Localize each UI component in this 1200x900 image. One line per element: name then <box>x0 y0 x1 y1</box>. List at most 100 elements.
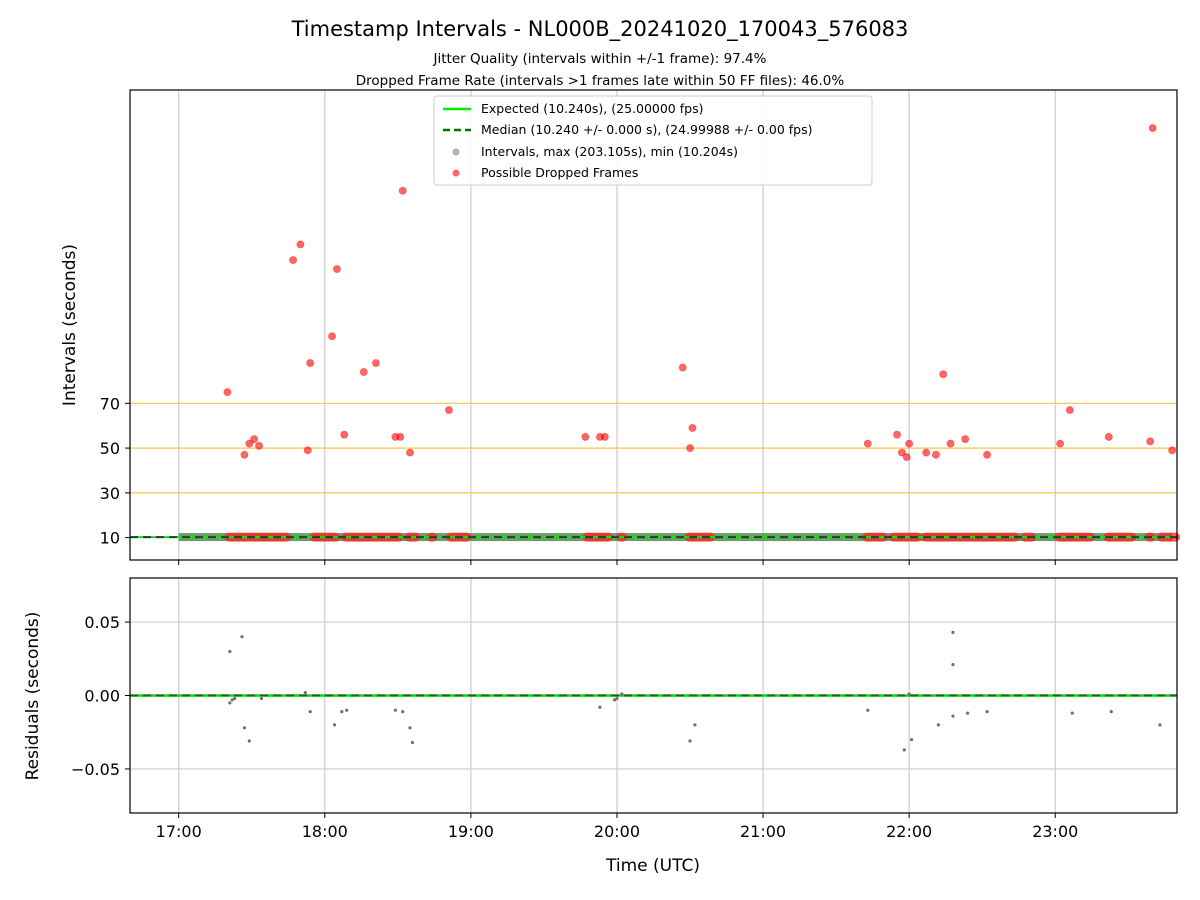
legend-median-label: Median (10.240 +/- 0.000 s), (24.99988 +… <box>481 122 812 137</box>
residual-point-26 <box>951 663 955 667</box>
residuals-xtick-label-1: 18:00 <box>302 822 348 841</box>
dropped-frames-points <box>223 124 1177 462</box>
residual-point-25 <box>951 630 955 634</box>
residuals-xtick-label-5: 22:00 <box>886 822 932 841</box>
dropped-frame-point-16 <box>398 186 407 195</box>
residual-point-31 <box>1109 710 1113 714</box>
dropped-frame-point-39 <box>1146 437 1155 446</box>
legend-intervals-label: Intervals, max (203.105s), min (10.204s) <box>481 144 738 159</box>
residuals-xtick-label-6: 23:00 <box>1032 822 1078 841</box>
residual-point-11 <box>345 708 349 712</box>
intervals-panel: 10 30 50 70 Intervals (seconds) Expected (1… <box>60 89 1180 565</box>
residual-point-19 <box>688 739 692 743</box>
residual-point-16 <box>598 705 602 709</box>
dropped-frame-point-10 <box>332 265 341 274</box>
dropped-frame-point-15 <box>396 432 405 441</box>
x-axis-label: Time (UTC) <box>605 856 700 876</box>
residual-point-35 <box>907 692 911 696</box>
dropped-frame-point-33 <box>946 439 955 448</box>
dropped-frame-point-24 <box>688 423 697 432</box>
residual-point-33 <box>303 690 307 695</box>
legend-dropped-label: Possible Dropped Frames <box>481 165 638 180</box>
dropped-frame-point-30 <box>922 448 931 457</box>
residuals-ytick-label-1: 0.00 <box>84 687 120 706</box>
residual-point-0 <box>228 649 232 654</box>
dropped-frame-point-38 <box>1104 432 1113 441</box>
residual-point-28 <box>966 711 970 715</box>
dropped-frame-point-35 <box>983 450 992 459</box>
dropped-frame-point-19 <box>581 432 590 441</box>
residual-point-12 <box>393 708 398 712</box>
intervals-ytick-label-2: 50 <box>100 439 120 458</box>
intervals-y-ticks: 10 30 50 70 <box>100 394 130 548</box>
dropped-frame-point-6 <box>296 240 305 249</box>
dropped-frame-point-8 <box>306 359 315 368</box>
legend-expected-label: Expected (10.240s), (25.00000 fps) <box>481 101 703 116</box>
dropped-frame-point-5 <box>289 256 298 265</box>
chart-title: Timestamp Intervals - NL000B_20241020_17… <box>291 17 909 42</box>
residual-point-10 <box>340 710 344 714</box>
residual-point-23 <box>909 737 914 742</box>
residual-point-27 <box>951 714 955 718</box>
residual-point-7 <box>259 696 264 701</box>
residuals-y-axis-label: Residuals (seconds) <box>23 612 43 781</box>
intervals-plot-frame <box>129 89 1178 561</box>
residual-point-24 <box>936 723 940 727</box>
residuals-xtick-label-0: 17:00 <box>156 822 202 841</box>
residual-point-18 <box>615 696 619 701</box>
residual-point-17 <box>612 698 617 702</box>
legend-box <box>433 95 873 186</box>
dropped-frame-point-23 <box>686 444 695 453</box>
residual-point-2 <box>242 726 247 730</box>
dropped-frame-point-0 <box>223 388 232 397</box>
legend-intervals-swatch <box>452 148 460 156</box>
intervals-ytick-label-0: 10 <box>100 529 120 548</box>
dropped-frame-point-13 <box>371 359 380 368</box>
residual-point-9 <box>332 723 337 727</box>
chart-subtitle-line-1: Jitter Quality (intervals within +/-1 fr… <box>433 51 767 67</box>
dropped-frame-point-32 <box>939 370 948 379</box>
residual-point-14 <box>408 726 412 730</box>
residual-point-8 <box>308 710 312 714</box>
residuals-ytick-label-2: −0.05 <box>71 760 120 779</box>
dropped-frame-point-18 <box>444 406 453 415</box>
intervals-threshold-lines <box>130 402 1177 494</box>
dropped-frame-point-40 <box>1148 124 1157 133</box>
residual-point-29 <box>985 710 989 714</box>
residuals-ytick-label-0: 0.05 <box>84 613 120 632</box>
dropped-frame-point-22 <box>678 363 687 372</box>
dropped-frame-point-41 <box>1168 446 1177 455</box>
intervals-x-tickmarks <box>178 560 1056 565</box>
residual-point-30 <box>1070 711 1074 715</box>
dropped-frame-point-34 <box>961 435 970 444</box>
dropped-frame-point-28 <box>902 453 911 462</box>
dropped-frame-point-27 <box>897 448 906 457</box>
residuals-xtick-label-3: 20:00 <box>594 822 640 841</box>
chart-subtitle-line-2: Dropped Frame Rate (intervals >1 frames … <box>356 73 845 89</box>
dropped-frame-point-1 <box>240 450 249 459</box>
legend-dropped-swatch <box>452 169 460 177</box>
residuals-y-ticks: 0.05 0.00 −0.05 <box>71 613 130 779</box>
dropped-frame-point-17 <box>406 448 415 457</box>
residual-point-15 <box>410 740 415 745</box>
dropped-frame-point-31 <box>931 450 940 459</box>
residuals-xtick-label-4: 21:00 <box>740 822 786 841</box>
residuals-xtick-label-2: 19:00 <box>448 822 494 841</box>
residual-point-13 <box>401 710 405 714</box>
dropped-frame-point-3 <box>250 435 259 444</box>
legend: Expected (10.240s), (25.00000 fps) Media… <box>433 95 873 186</box>
dropped-frame-point-36 <box>1056 439 1065 448</box>
dropped-frame-point-29 <box>905 439 914 448</box>
dropped-frame-point-4 <box>255 441 264 450</box>
residual-point-34 <box>620 692 624 696</box>
residual-point-32 <box>1158 723 1162 727</box>
residuals-x-ticks: 17:00 18:00 19:00 20:00 21:00 22:00 23:00 <box>156 813 1078 841</box>
dropped-frame-point-11 <box>340 430 349 439</box>
intervals-ytick-label-1: 30 <box>100 484 120 503</box>
dropped-frame-point-2 <box>245 439 254 448</box>
intervals-ytick-label-3: 70 <box>100 394 120 413</box>
dropped-frame-point-9 <box>328 332 337 341</box>
residual-point-20 <box>693 723 697 727</box>
dropped-frame-point-21 <box>600 432 609 441</box>
